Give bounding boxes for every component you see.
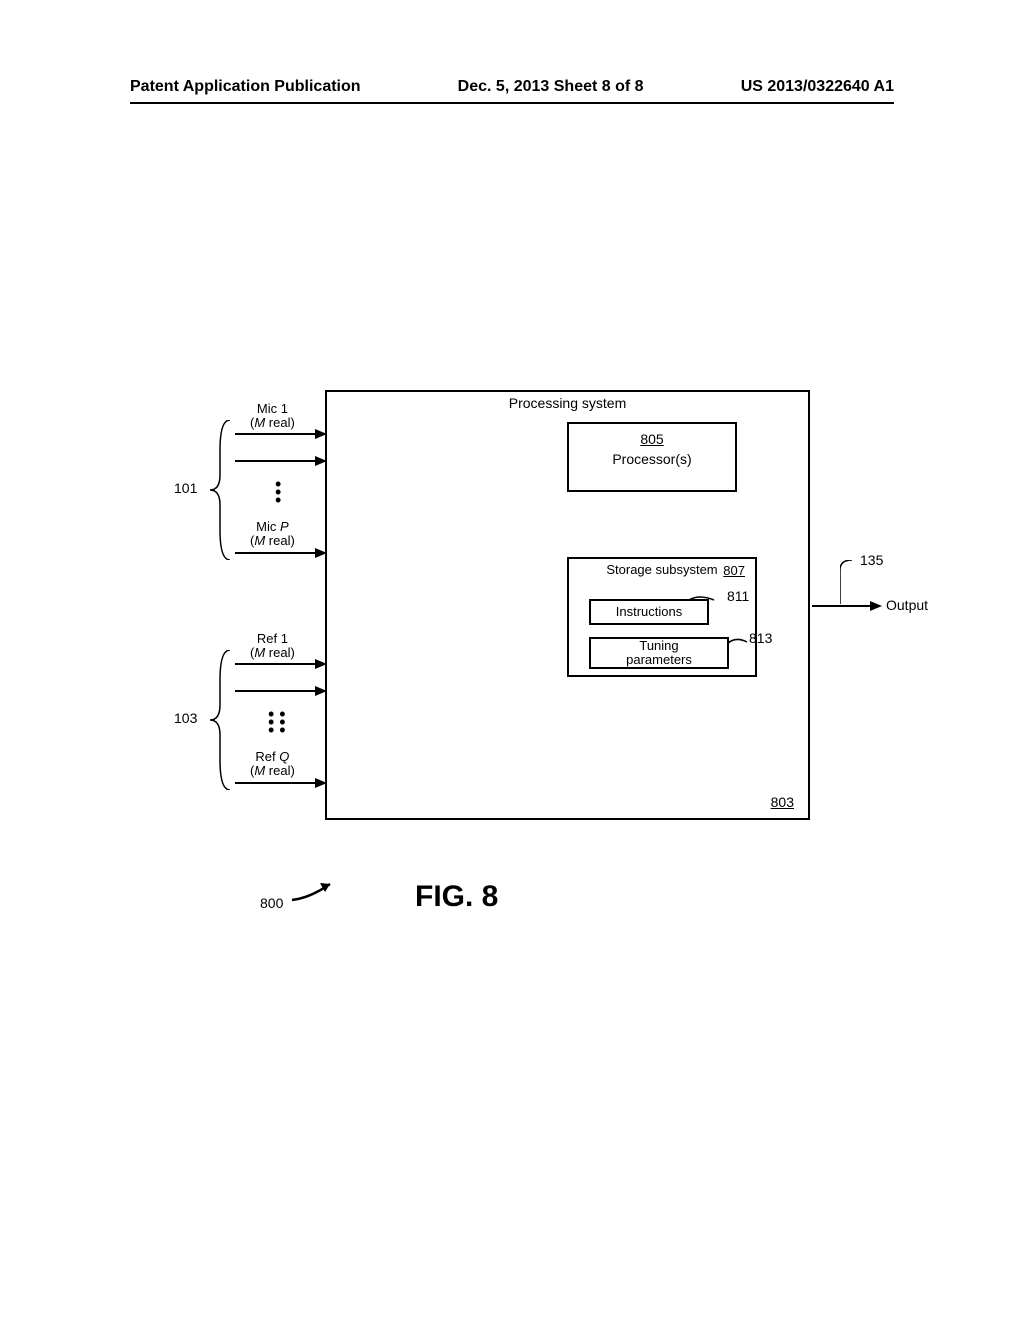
header-rule	[130, 102, 894, 104]
header-left: Patent Application Publication	[130, 78, 361, 96]
arrow-mic1	[235, 433, 317, 435]
processor-label: Processor(s)	[569, 450, 735, 470]
arrowhead-mic1	[315, 429, 327, 439]
page-header: Patent Application Publication Dec. 5, 2…	[130, 78, 894, 96]
main-ref: 803	[771, 794, 794, 810]
mic1-label: Mic 1 (M real)	[250, 402, 295, 431]
figure-label: FIG. 8	[415, 880, 498, 914]
processor-ref: 805	[569, 430, 735, 450]
fig-ref: 800	[260, 895, 283, 911]
arrowhead-micP	[315, 548, 327, 558]
storage-box: Storage subsystem 807 Instructions Tunin…	[567, 557, 757, 677]
header-right: US 2013/0322640 A1	[741, 78, 894, 96]
micP-label: Mic P (M real)	[250, 520, 295, 549]
arrowhead-ref1	[315, 659, 327, 669]
tuning-box: Tuning parameters	[589, 637, 729, 669]
leader-811	[689, 592, 729, 612]
arrow-refQ	[235, 782, 317, 784]
arrow-output	[812, 605, 872, 607]
vdots-mic: •••	[275, 480, 281, 504]
header-center: Dec. 5, 2013 Sheet 8 of 8	[458, 78, 644, 96]
processor-box: 805 Processor(s)	[567, 422, 737, 492]
arrow-mic-mid	[235, 460, 317, 462]
system-title: Processing system	[327, 395, 808, 411]
ref-811: 811	[727, 588, 749, 604]
swoop-arrow	[290, 880, 340, 905]
arrow-ref1	[235, 663, 317, 665]
arrow-ref-mid	[235, 690, 317, 692]
arrow-micP	[235, 552, 317, 554]
arrowhead-mic-mid	[315, 456, 327, 466]
brace-ref	[210, 650, 234, 790]
ref1-label: Ref 1 (M real)	[250, 632, 295, 661]
vdots-ref: • •• •• •	[268, 710, 286, 734]
ref-135: 135	[860, 552, 883, 568]
arrowhead-ref-mid	[315, 686, 327, 696]
processing-system-box: Processing system 805 Processor(s) Stora…	[325, 390, 810, 820]
ref-813: 813	[749, 630, 772, 646]
mic-group-ref: 101	[174, 480, 197, 496]
refQ-label: Ref Q (M real)	[250, 750, 295, 779]
arrowhead-refQ	[315, 778, 327, 788]
brace-mic	[210, 420, 234, 560]
storage-ref: 807	[723, 563, 745, 578]
block-diagram: Processing system 805 Processor(s) Stora…	[160, 380, 860, 850]
ref-group-ref: 103	[174, 710, 197, 726]
output-label: Output	[886, 597, 928, 613]
